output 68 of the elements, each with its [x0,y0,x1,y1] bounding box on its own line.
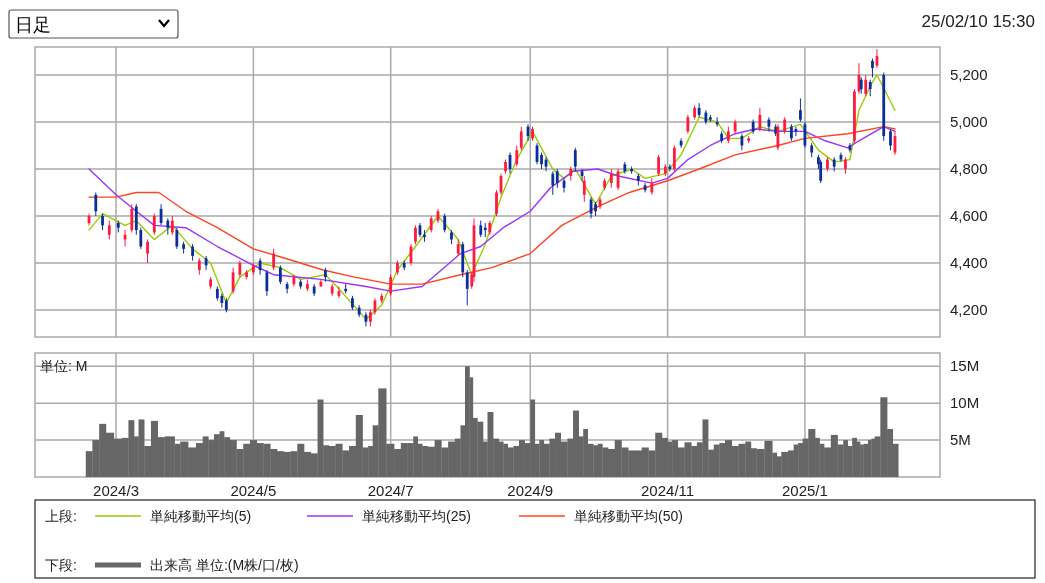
candlestick [231,267,235,295]
candlestick [686,114,690,135]
legend: 下段: 出来高 単位:(M株/口/枚) [45,557,299,573]
candlestick [134,203,138,236]
candlestick [515,144,519,168]
y-tick-label: 10M [950,394,980,412]
x-tick-label: 2025/1 [781,482,828,499]
candlestick [495,189,498,217]
candlestick [465,269,469,306]
candlestick [864,74,868,97]
y-tick-label: 5,200 [950,65,988,83]
y-tick-label: 4,600 [950,206,988,224]
x-tick-label: 2024/11 [641,482,695,499]
y-tick-label: 4,400 [950,253,988,271]
legend-label: 単純移動平均(5) [150,508,252,524]
candlestick [152,213,156,236]
y-tick-label: 4,200 [950,300,988,318]
candlestick [278,264,282,285]
candlestick [139,227,143,250]
y-tick-label: 4,800 [950,159,988,177]
candlestick [285,281,289,295]
candlestick [871,58,874,78]
bar [539,440,545,477]
bar [863,443,869,477]
candlestick [551,170,555,196]
candlestick [170,215,174,236]
bar [503,443,509,477]
candlestick [609,168,613,189]
candlestick [799,97,802,123]
x-tick-label: 2024/3 [93,482,139,499]
candlestick [889,128,892,151]
candlestick [414,224,417,245]
candlestick [175,227,179,250]
y-axis-title: 単位: M [40,358,88,374]
candlestick [130,203,134,233]
chart-title: 日足 [15,15,51,35]
candlestick [697,102,701,118]
candlestick [272,248,276,271]
y-tick-label: 5M [950,431,971,449]
candlestick [657,154,660,177]
candlestick [94,191,98,217]
candlestick [258,257,262,276]
x-tick-label: 2024/9 [507,482,554,499]
candlestick [819,159,823,184]
candlestick [672,144,676,172]
candlestick [519,126,523,151]
candlestick [107,220,111,240]
bar [852,437,857,477]
candlestick [679,137,683,149]
y-tick-label: 15M [950,357,980,375]
legend-label: 単純移動平均(50) [574,508,683,524]
legend-label: 単純移動平均(25) [362,508,471,524]
bar [871,438,876,477]
line-series [88,74,896,321]
legend-label: 出来高 単位:(M株/口/枚) [150,557,299,573]
candlestick [443,213,447,233]
candlestick [146,238,149,264]
text: 上段: [45,508,77,524]
text: 25/02/10 15:30 [921,12,1035,31]
candlestick [389,274,393,297]
bar [477,421,484,477]
x-tick-label: 2024/7 [367,482,414,499]
candlestick [265,269,269,297]
y-tick-label: 5,000 [950,112,988,130]
candlestick [220,293,224,309]
candlestick [555,168,559,189]
candlestick [573,147,577,172]
x-tick-label: 2024/5 [230,482,277,499]
